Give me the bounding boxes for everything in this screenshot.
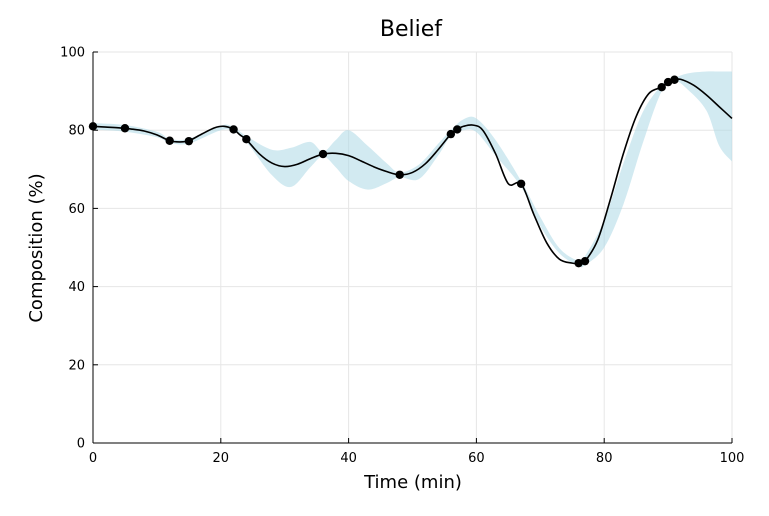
axes bbox=[92, 51, 733, 444]
x-tick-label: 100 bbox=[720, 451, 745, 466]
y-tick-label: 20 bbox=[68, 358, 85, 373]
y-tick-label: 80 bbox=[68, 124, 85, 139]
confidence-band-layer bbox=[93, 71, 732, 268]
observation-point bbox=[229, 125, 238, 134]
observation-point bbox=[580, 256, 590, 266]
observation-point bbox=[670, 75, 679, 84]
observation-point bbox=[395, 170, 404, 179]
observation-point bbox=[242, 134, 251, 144]
observation-point bbox=[657, 82, 666, 92]
confidence-band bbox=[93, 71, 732, 268]
observation-point bbox=[165, 136, 174, 145]
x-tick-label: 60 bbox=[468, 451, 485, 466]
mean-line bbox=[92, 78, 733, 265]
observation-point bbox=[574, 258, 583, 268]
observation-point bbox=[446, 129, 456, 139]
x-axis-label: Time (min) bbox=[363, 472, 462, 493]
x-tick-label: 0 bbox=[89, 451, 97, 466]
y-tick-label: 40 bbox=[68, 280, 85, 295]
x-tick-label: 80 bbox=[596, 451, 613, 466]
observation-point bbox=[453, 125, 462, 134]
x-tick-label: 40 bbox=[340, 451, 357, 466]
observation-point bbox=[516, 179, 526, 188]
mean-line-layer bbox=[92, 78, 733, 265]
y-tick-label: 60 bbox=[68, 202, 85, 217]
tick-labels: 0 20 40 60 80 100 0 20 40 60 80 100 bbox=[60, 46, 744, 467]
chart-title: Belief bbox=[380, 17, 443, 42]
observation-point bbox=[663, 77, 673, 87]
y-axis-label: Composition (%) bbox=[26, 173, 47, 322]
y-tick-label: 100 bbox=[60, 46, 85, 61]
observation-point bbox=[120, 124, 130, 133]
observation-point bbox=[184, 136, 194, 146]
y-tick-label: 0 bbox=[77, 437, 85, 452]
observation-point bbox=[318, 149, 328, 159]
x-tick-label: 20 bbox=[213, 451, 230, 466]
